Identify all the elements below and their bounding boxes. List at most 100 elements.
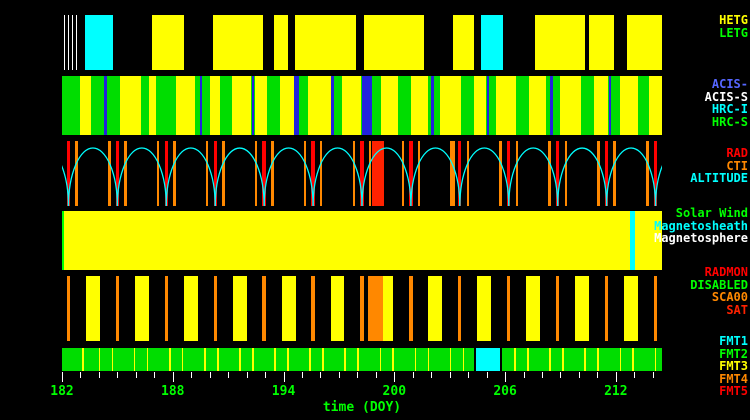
- segment: [486, 76, 490, 135]
- rad-extra-marker: [372, 141, 385, 206]
- segment: [85, 15, 113, 70]
- x-axis-tick: [228, 372, 230, 378]
- right-label-group: Solar Wind Magnetosheath Magnetosphere: [654, 207, 748, 245]
- radmon-marker: [604, 276, 609, 341]
- segment: [608, 76, 612, 135]
- segment: [481, 15, 504, 70]
- x-axis-tick: [468, 372, 470, 378]
- altitude-arc: [165, 147, 216, 206]
- right-label-group: RADMON DISABLED SCA00 SAT: [690, 266, 748, 316]
- radmon-marker: [115, 276, 120, 341]
- segment: [213, 15, 264, 70]
- radmon-marker: [213, 276, 217, 341]
- label-solar-wind: Solar Wind: [675, 206, 748, 220]
- x-axis-tick: [449, 372, 451, 378]
- altitude-arc: [410, 147, 461, 206]
- altitude-arc: [459, 147, 510, 206]
- radmon-marker: [458, 276, 462, 341]
- label-acis-: ACIS-: [711, 77, 748, 91]
- format-tick: [169, 348, 171, 371]
- altitude-arc: [557, 147, 608, 206]
- x-axis-tick: [505, 372, 507, 382]
- label-fmt4: FMT4: [719, 371, 748, 386]
- rad-perigee-marker: [360, 141, 364, 206]
- format-tick: [98, 348, 101, 371]
- format-tick: [597, 348, 599, 371]
- rad-extra-marker: [450, 141, 456, 206]
- x-axis-tick: [209, 372, 211, 378]
- format-tick: [82, 348, 84, 371]
- segment: [76, 15, 78, 70]
- cti-marker: [205, 141, 209, 206]
- x-axis-tick: [338, 372, 340, 378]
- rad-perigee-marker: [66, 141, 71, 206]
- format-tick: [584, 348, 586, 371]
- cti-marker: [319, 141, 323, 206]
- x-axis-tick: [634, 372, 636, 378]
- segment: [67, 15, 69, 70]
- x-axis-tick: [357, 372, 359, 378]
- rad-perigee-marker: [604, 141, 609, 206]
- altitude-curve: [62, 147, 662, 206]
- format-tick: [414, 348, 417, 371]
- cti-marker: [352, 141, 356, 206]
- cti-marker: [417, 141, 421, 206]
- band-instruments: [62, 76, 662, 135]
- x-axis-tick: [560, 372, 562, 378]
- radmon-marker: [66, 276, 71, 341]
- cti-marker: [466, 141, 470, 206]
- cti-marker: [303, 141, 307, 206]
- segment: [649, 76, 662, 135]
- segment: [495, 76, 517, 135]
- label-fmt5: FMT5: [719, 384, 748, 399]
- cti-marker: [597, 141, 600, 206]
- right-label-group: RAD CTI ALTITUDE: [690, 147, 748, 185]
- x-axis-tick-label: 182: [50, 384, 74, 399]
- label-hrc-s: HRC-S: [711, 114, 748, 129]
- x-axis-tick-label: 194: [271, 384, 296, 399]
- right-label-group: FMT1 FMT2 FMT3 FMT4 FMT5: [719, 335, 748, 398]
- segment: [251, 76, 255, 135]
- rad-perigee-marker: [653, 141, 658, 206]
- segment: [199, 76, 203, 135]
- format-tick: [392, 348, 394, 371]
- cti-marker: [564, 141, 568, 206]
- x-axis-tick: [597, 372, 599, 378]
- x-axis-tick: [117, 372, 119, 378]
- segment: [79, 76, 91, 135]
- x-axis-title: time (DOY): [322, 400, 402, 415]
- segment: [629, 211, 636, 270]
- x-axis-tick: [542, 372, 543, 378]
- radmon-marker: [262, 276, 266, 341]
- altitude-arc: [361, 147, 412, 206]
- label-fmt3: FMT3: [719, 359, 748, 374]
- altitude-arc: [214, 147, 265, 206]
- x-axis-tick-labels: 182 188 194 200 206 212: [50, 384, 662, 399]
- format-tick: [379, 348, 381, 371]
- altitude-arc: [312, 147, 363, 206]
- label-letg: LETG: [719, 25, 748, 40]
- format-tick: [252, 348, 254, 371]
- format-tick: [309, 348, 311, 371]
- label-magnetosheath: Magnetosheath: [654, 218, 748, 233]
- segment: [62, 211, 64, 270]
- segment: [274, 15, 289, 70]
- format-tick: [654, 348, 657, 371]
- label-disabled: DISABLED: [690, 277, 748, 292]
- segment: [363, 15, 424, 70]
- rad-perigee-marker: [115, 141, 120, 206]
- rad-perigee-marker: [409, 141, 413, 206]
- x-axis-tick: [302, 372, 303, 378]
- cti-marker: [156, 141, 160, 206]
- segment: [499, 348, 503, 371]
- format-tick: [562, 348, 564, 371]
- format-tick: [182, 348, 184, 371]
- x-axis-tick: [154, 372, 156, 378]
- x-axis-tick-label: 200: [382, 384, 407, 399]
- altitude-arc: [508, 147, 559, 206]
- segment: [279, 76, 294, 135]
- x-axis-tick: [80, 372, 82, 378]
- format-tick: [357, 348, 359, 371]
- x-axis-tick: [652, 372, 654, 378]
- cti-marker: [173, 141, 176, 206]
